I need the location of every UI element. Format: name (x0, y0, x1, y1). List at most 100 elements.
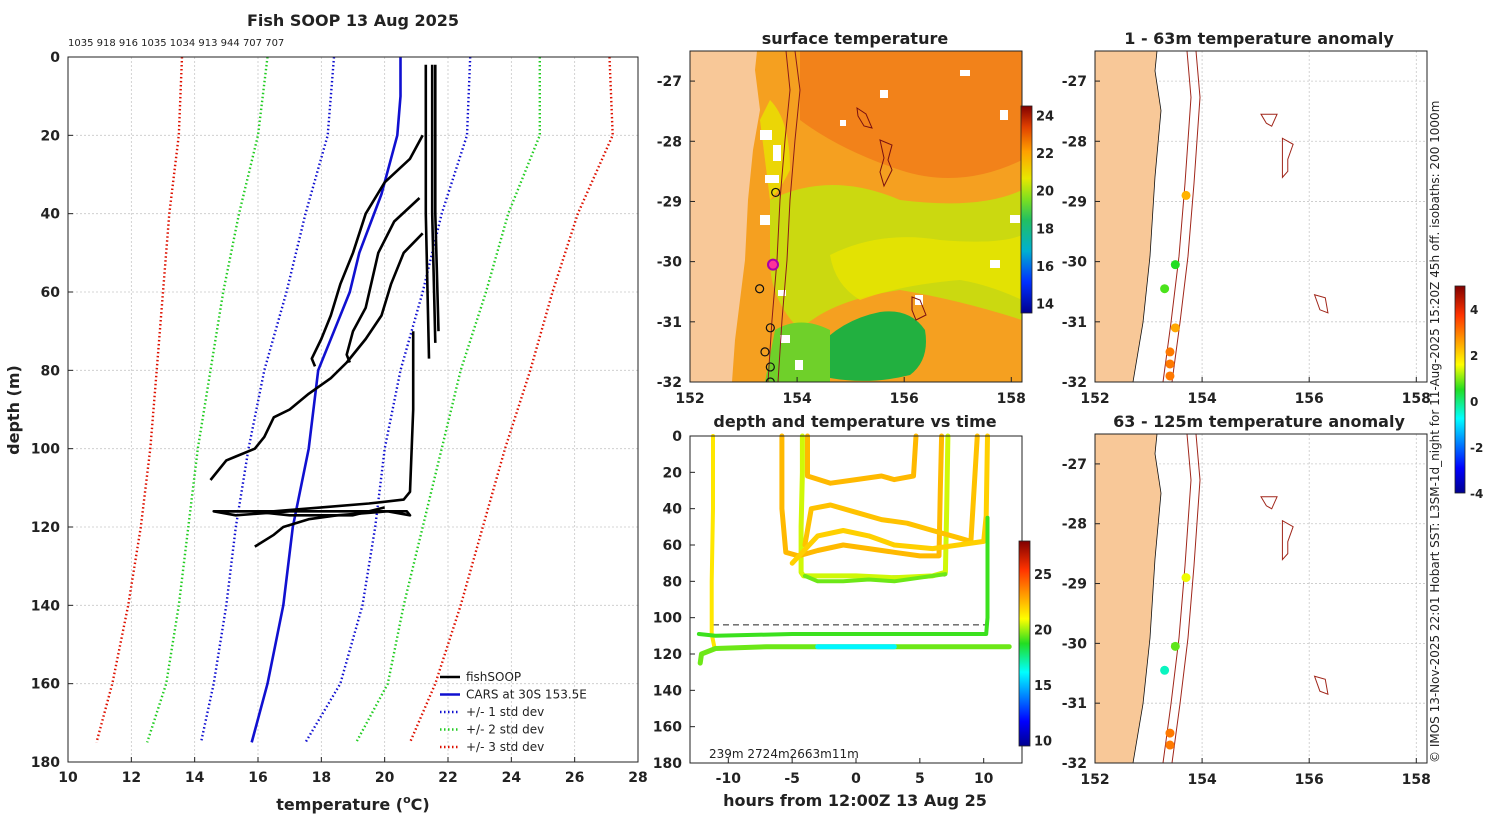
anomaly1-anomaly-dot (1170, 323, 1180, 333)
sst-station-marker (765, 377, 775, 382)
anomaly1-anomaly-dot (1170, 260, 1180, 270)
sst-xtick-label: 152 (675, 391, 704, 407)
sst-ticks: 152 154 156 158 -27 -28 -29 -30 -31 -32 (657, 74, 1026, 407)
sst-colorbar-tick-label: 22 (1036, 147, 1054, 162)
profile-ytick-label: 60 (41, 285, 61, 301)
profile-xtick-label: 22 (438, 770, 457, 786)
anomaly1-xtick-label: 156 (1295, 391, 1324, 407)
anomaly1-xtick-label: 158 (1402, 391, 1431, 407)
profile-legend: fishSOOP CARS at 30S 153.5E +/- 1 std dev +… (440, 670, 587, 754)
side-caption: © IMOS 13-Nov-2025 22:01 Hobart SST: L3S… (1428, 101, 1442, 763)
anomaly2-seamount-3 (1313, 675, 1329, 695)
time-profile-track (789, 433, 990, 566)
sst-ytick-label: -31 (657, 315, 682, 331)
anomaly2-frame (1094, 433, 1428, 764)
anomaly1-seamount-3 (1313, 293, 1329, 314)
time-profile-track (798, 433, 951, 581)
profile-line--2-std (355, 57, 541, 743)
time-profile-track (709, 434, 717, 649)
sst-land (690, 51, 760, 382)
anomaly-colorbar-ticks: 4 2 0 -2 -4 (1470, 303, 1483, 501)
profile-grid (67, 56, 639, 763)
profile-line-fishsoop-8 (220, 506, 386, 517)
profile-line--3-std (95, 56, 184, 743)
time-profile-track (805, 433, 919, 486)
time-profile-track (802, 572, 948, 584)
profile-xtick-label: 20 (375, 770, 395, 786)
sst-seamount-3 (911, 296, 927, 321)
sst-colorbar (1020, 105, 1033, 314)
profile-legend-label: fishSOOP (466, 670, 521, 684)
anomaly2-ytick-label: -27 (1062, 457, 1087, 473)
anomaly-panel-1: 1 - 63m temperature anomaly 152 154 156 158… (1062, 29, 1431, 407)
sst-ytick-label: -30 (657, 255, 683, 271)
profile-panel: Fish SOOP 13 Aug 2025 1035 918 916 1035 … (4, 11, 648, 814)
profile-ytick-label: 40 (41, 207, 61, 223)
profile-xtick-label: 24 (502, 770, 522, 786)
anomaly1-ticks: 152 154 156 158 -27 -28 -29 -30 -31 -32 (1062, 74, 1431, 407)
sst-title: surface temperature (762, 29, 949, 48)
time-colorbar-ticks: 25 20 15 10 (1034, 568, 1052, 749)
time-ytick-label: 140 (653, 683, 682, 699)
profile-ytick-label: 160 (31, 677, 60, 693)
profile-xtick-label: 18 (312, 770, 331, 786)
time-title: depth and temperature vs time (713, 412, 996, 431)
sst-isobath-1000 (777, 51, 801, 382)
sst-station-marker (755, 284, 765, 294)
profile-line-fishsoop-6 (209, 232, 424, 481)
anomaly1-ytick-label: -27 (1062, 74, 1087, 90)
time-colorbar (1018, 540, 1031, 747)
sst-ytick-label: -27 (657, 74, 682, 90)
time-colorbar-tick-label: 25 (1034, 568, 1052, 583)
profile-legend-label: +/- 1 std dev (466, 705, 544, 719)
sst-colorbar-tick-label: 14 (1036, 298, 1054, 313)
profile-legend-label: +/- 2 std dev (466, 723, 544, 737)
profile-ytick-label: 180 (31, 755, 60, 771)
anomaly2-map (1095, 434, 1427, 763)
sst-colorbar-tick-label: 24 (1036, 109, 1054, 124)
anomaly2-xtick-label: 154 (1187, 772, 1216, 788)
anomaly-colorbar-tick-label: 4 (1470, 303, 1478, 317)
sst-yellow-patch (830, 235, 1022, 300)
time-xtick-label: -5 (784, 771, 800, 787)
anomaly2-seamount-2 (1281, 519, 1294, 561)
profile-legend-label: CARS at 30S 153.5E (466, 688, 587, 702)
time-ytick-label: 0 (672, 429, 682, 445)
time-profile-track (696, 515, 990, 638)
profile-xtick-label: 28 (628, 770, 647, 786)
sst-colorbar-tick-label: 20 (1036, 185, 1054, 200)
sst-isobath-200 (767, 51, 791, 382)
time-bottom-annotation: 239m 2724m2663m11m (709, 747, 859, 761)
sst-station-marker (765, 323, 775, 333)
sst-panel: surface temperature (657, 29, 1054, 407)
profile-line-fishsoop-3 (433, 64, 440, 332)
profile-xtick-label: 10 (58, 770, 78, 786)
profile-xtick-label: 26 (565, 770, 584, 786)
anomaly1-map (1095, 51, 1427, 382)
profile-line--1-std (304, 56, 472, 744)
anomaly2-anomaly-dot (1160, 665, 1170, 675)
anomaly2-anomaly-dot (1165, 740, 1175, 750)
profile-line-fishsoop-2 (430, 64, 437, 343)
anomaly1-anomaly-dot (1165, 371, 1175, 381)
anomaly1-land (1095, 51, 1162, 382)
profile-line-fishsoop-1 (424, 64, 431, 359)
time-ytick-label: 180 (653, 756, 682, 772)
anomaly2-ytick-label: -28 (1062, 517, 1087, 533)
profile-ytick-label: 0 (50, 50, 60, 66)
anomaly1-ytick-label: -28 (1062, 134, 1087, 150)
time-ytick-label: 60 (663, 538, 683, 554)
profile-frame (67, 56, 639, 763)
anomaly-colorbar-tick-label: 2 (1470, 349, 1478, 363)
profile-xlabel: temperature (oC) (276, 793, 429, 814)
anomaly1-title: 1 - 63m temperature anomaly (1124, 29, 1394, 48)
profile-top-annotation: 1035 918 916 1035 1034 913 944 707 707 (68, 38, 284, 49)
anomaly2-seamount-1 (1260, 496, 1278, 510)
anomaly1-ytick-label: -32 (1062, 375, 1087, 391)
anomaly2-anomaly-dot (1165, 728, 1175, 738)
profile-ytick-label: 120 (31, 520, 60, 536)
time-ytick-label: 20 (663, 465, 683, 481)
time-panel: depth and temperature vs time -10 -5 0 5 100… (653, 412, 1052, 810)
profile-series (95, 56, 614, 744)
profile-ytick-label: 140 (31, 598, 60, 614)
